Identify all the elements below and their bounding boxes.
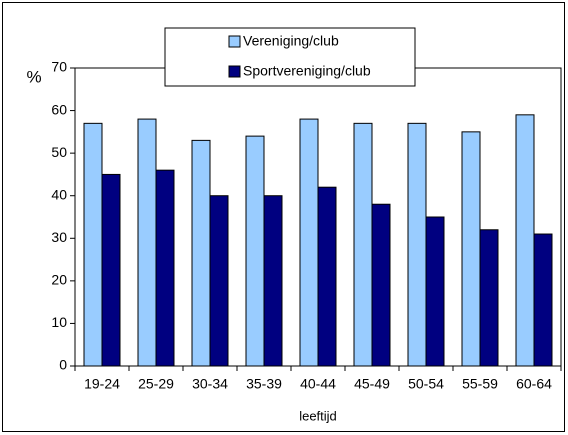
- legend-swatch: [228, 35, 241, 48]
- legend-swatch: [228, 65, 241, 78]
- bar: [155, 169, 175, 367]
- bar: [299, 118, 319, 367]
- x-tick-label: 40-44: [300, 376, 336, 392]
- x-tick-label: 25-29: [138, 376, 174, 392]
- y-tick-label: 30: [51, 229, 67, 245]
- x-tick-label: 50-54: [408, 376, 444, 392]
- bar: [83, 122, 103, 367]
- y-tick-label: 0: [59, 357, 67, 373]
- legend-label: Vereniging/club: [243, 33, 339, 49]
- y-axis-label: %: [26, 67, 41, 86]
- x-tick-label: 30-34: [192, 376, 228, 392]
- x-tick-label: 35-39: [246, 376, 282, 392]
- bar: [209, 195, 229, 367]
- bar: [317, 186, 337, 367]
- bar: [425, 216, 445, 367]
- bar: [407, 122, 427, 367]
- bar: [353, 122, 373, 367]
- bar: [515, 114, 535, 367]
- y-tick-label: 10: [51, 314, 67, 330]
- x-tick-label: 45-49: [354, 376, 390, 392]
- x-tick-label: 19-24: [84, 376, 120, 392]
- legend-label: Sportvereniging/club: [243, 63, 371, 79]
- x-tick-label: 55-59: [462, 376, 498, 392]
- bar: [137, 118, 157, 367]
- x-tick-label: 60-64: [516, 376, 552, 392]
- bar: [461, 131, 481, 367]
- bar: [479, 229, 499, 367]
- bar: [191, 139, 211, 367]
- y-tick-label: 60: [51, 101, 67, 117]
- y-tick-label: 70: [51, 59, 67, 75]
- bar: [533, 233, 553, 367]
- bar: [263, 195, 283, 367]
- bar: [101, 173, 121, 367]
- y-tick-label: 40: [51, 186, 67, 202]
- x-axis-label: leeftijd: [299, 408, 337, 423]
- y-tick-label: 50: [51, 144, 67, 160]
- bar: [371, 203, 391, 367]
- legend-box: [164, 27, 416, 87]
- y-tick-label: 20: [51, 272, 67, 288]
- bar: [245, 135, 265, 367]
